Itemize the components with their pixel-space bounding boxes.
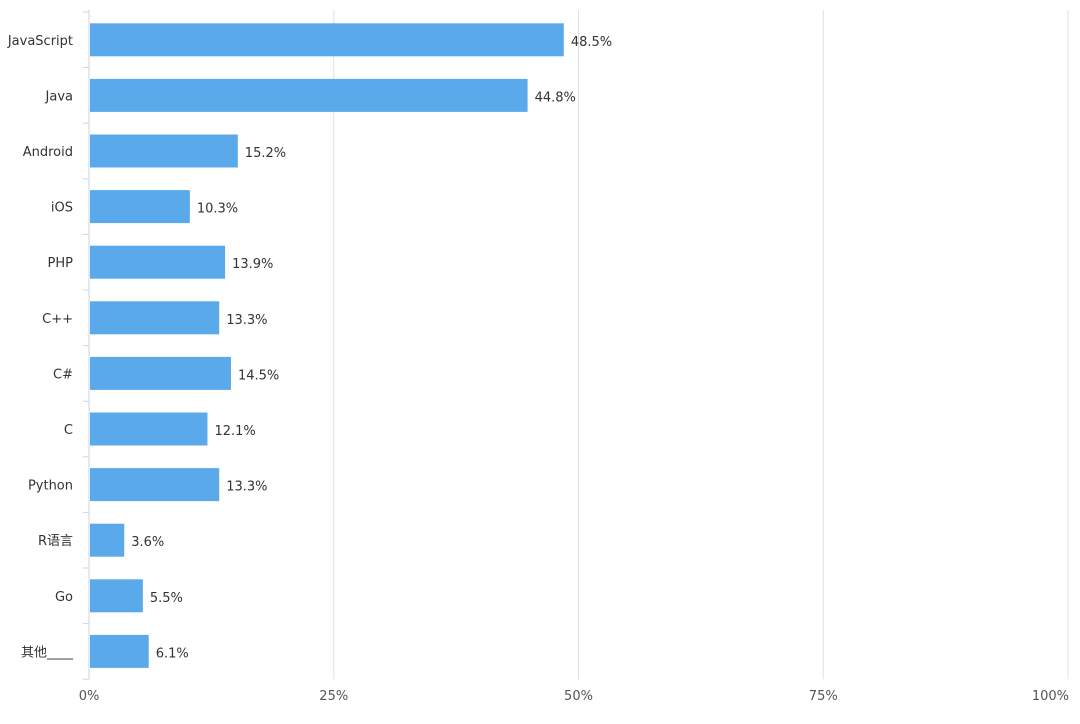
category-label: PHP (48, 256, 74, 271)
bar (90, 78, 528, 112)
x-tick-label: 25% (319, 689, 348, 704)
category-label: Java (45, 89, 73, 104)
value-labels: 48.5% 44.8% 15.2% 10.3% 13.9% 13.3% 14.5% 12.1%… (131, 35, 612, 662)
bar (90, 301, 220, 335)
category-label: iOS (51, 201, 73, 216)
y-axis (83, 10, 90, 680)
grid-lines (333, 10, 1069, 680)
value-label: 12.1% (214, 424, 255, 439)
bar (90, 468, 220, 502)
bar (90, 634, 149, 668)
value-label: 15.2% (245, 146, 286, 161)
category-label: 其他____ (21, 645, 74, 660)
bar (90, 523, 125, 557)
bar (90, 190, 190, 224)
bar (90, 23, 564, 57)
bar (90, 412, 208, 446)
value-label: 13.9% (232, 257, 273, 272)
bars (90, 23, 564, 668)
value-label: 14.5% (238, 368, 279, 383)
x-tick-label: 75% (809, 689, 838, 704)
value-label: 5.5% (150, 591, 183, 606)
x-tick-label: 0% (79, 689, 100, 704)
x-tick-label: 50% (564, 689, 593, 704)
category-label: Python (28, 479, 73, 494)
value-label: 48.5% (571, 35, 612, 50)
value-label: 44.8% (535, 90, 576, 105)
value-label: 13.3% (226, 313, 267, 328)
value-label: 6.1% (156, 646, 189, 661)
value-label: 3.6% (131, 535, 164, 550)
category-label: C++ (42, 312, 73, 327)
x-tick-labels: 0% 25% 50% 75% 100% (79, 689, 1069, 704)
category-label: Android (23, 145, 73, 160)
bar (90, 245, 226, 279)
category-label: JavaScript (7, 34, 73, 49)
category-label: C (64, 423, 73, 438)
category-label: C# (53, 367, 73, 382)
category-labels: JavaScript Java Android iOS PHP C++ C# C Python R… (7, 34, 74, 661)
value-label: 10.3% (197, 202, 238, 217)
x-tick-label: 100% (1032, 689, 1069, 704)
category-label: R语言 (38, 534, 73, 549)
value-label: 13.3% (226, 480, 267, 495)
bar (90, 134, 238, 168)
category-label: Go (55, 590, 73, 605)
bar (90, 579, 143, 613)
bar (90, 356, 231, 390)
